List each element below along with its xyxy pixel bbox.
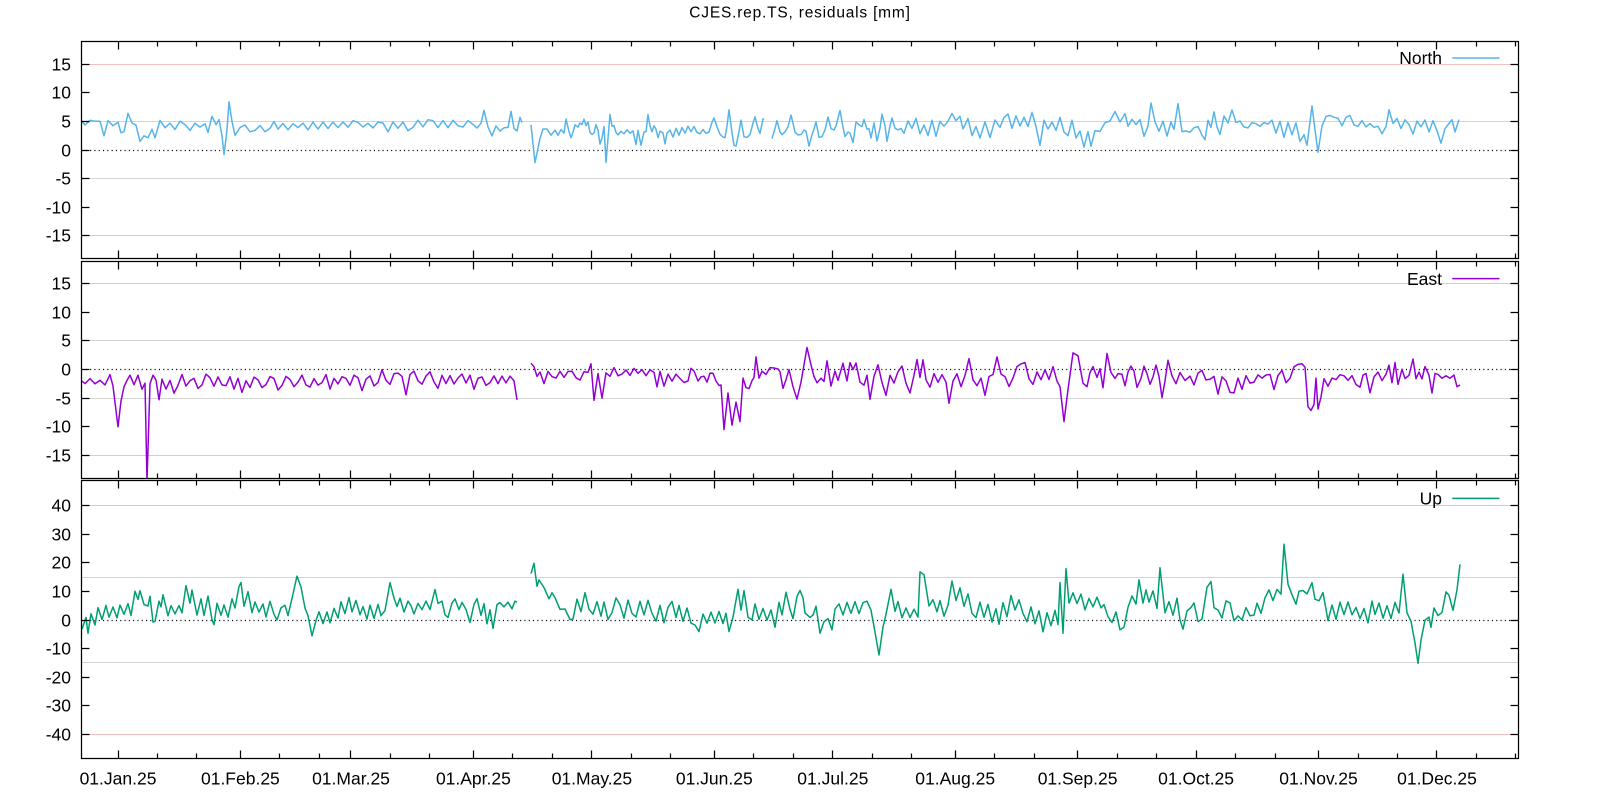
svg-text:Up: Up [1420, 489, 1442, 509]
svg-text:-20: -20 [46, 668, 72, 688]
svg-text:01.Apr.25: 01.Apr.25 [436, 769, 511, 789]
svg-text:-5: -5 [55, 169, 71, 189]
svg-text:15: 15 [52, 55, 71, 75]
svg-text:-5: -5 [55, 389, 71, 409]
svg-text:01.Dec.25: 01.Dec.25 [1397, 769, 1477, 789]
svg-text:-15: -15 [46, 226, 71, 246]
svg-text:East: East [1407, 269, 1442, 289]
svg-text:10: 10 [52, 83, 72, 103]
svg-text:CJES.rep.TS, residuals [mm]: CJES.rep.TS, residuals [mm] [689, 5, 910, 22]
svg-text:01.Nov.25: 01.Nov.25 [1279, 769, 1357, 789]
svg-text:30: 30 [52, 525, 72, 545]
svg-text:-15: -15 [46, 446, 71, 466]
svg-text:01.Jul.25: 01.Jul.25 [797, 769, 868, 789]
svg-text:-30: -30 [46, 696, 72, 716]
svg-text:01.Feb.25: 01.Feb.25 [201, 769, 280, 789]
svg-text:01.Aug.25: 01.Aug.25 [915, 769, 995, 789]
svg-text:10: 10 [52, 303, 72, 323]
svg-text:01.Sep.25: 01.Sep.25 [1038, 769, 1118, 789]
svg-text:01.May.25: 01.May.25 [552, 769, 632, 789]
svg-text:-10: -10 [46, 417, 72, 437]
svg-text:01.Jan.25: 01.Jan.25 [80, 769, 157, 789]
svg-text:20: 20 [52, 553, 72, 573]
svg-text:01.Oct.25: 01.Oct.25 [1158, 769, 1234, 789]
svg-text:0: 0 [61, 360, 71, 380]
svg-text:15: 15 [52, 274, 71, 294]
svg-text:North: North [1399, 48, 1442, 68]
svg-text:-40: -40 [46, 725, 72, 745]
svg-text:0: 0 [61, 611, 71, 631]
svg-text:-10: -10 [46, 639, 72, 659]
svg-text:5: 5 [61, 331, 71, 351]
svg-text:10: 10 [52, 582, 72, 602]
svg-text:-10: -10 [46, 198, 72, 218]
svg-text:01.Mar.25: 01.Mar.25 [312, 769, 390, 789]
svg-text:40: 40 [52, 496, 72, 516]
svg-text:5: 5 [61, 112, 71, 132]
svg-text:01.Jun.25: 01.Jun.25 [676, 769, 753, 789]
svg-text:0: 0 [61, 141, 71, 161]
